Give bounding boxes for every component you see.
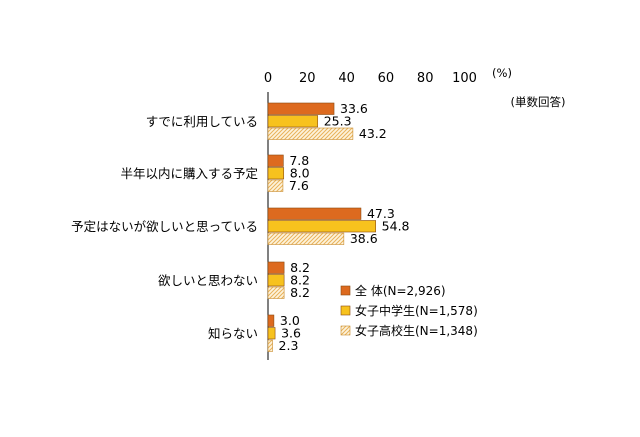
value-label: 3.6: [281, 326, 301, 341]
value-label: 8.2: [290, 260, 310, 275]
bar-2-3: [267, 220, 376, 233]
bar-3-4: [267, 286, 285, 299]
bar-2-1: [267, 115, 319, 128]
bar-1-1: [267, 102, 335, 115]
legend-label: 全 体(N=2,926): [355, 283, 446, 298]
value-label: 7.8: [289, 153, 309, 168]
category-label: 予定はないが欲しいと思っている: [71, 219, 258, 234]
value-label: 54.8: [382, 219, 410, 234]
x-tick-label: 0: [264, 71, 272, 86]
value-label: 8.2: [290, 273, 310, 288]
x-tick-label: 20: [299, 71, 316, 86]
response-note: (単数回答): [511, 95, 566, 109]
legend-label: 女子高校生(N=1,348): [355, 323, 478, 338]
category-label: 知らない: [208, 326, 258, 341]
value-label: 8.2: [290, 285, 310, 300]
bar-1-5: [267, 314, 275, 327]
bar-layer: [267, 102, 376, 352]
bar-1-3: [267, 207, 362, 220]
label-layer: すでに利用している半年以内に購入する予定予定はないが欲しいと思っている欲しいと思…: [71, 101, 409, 353]
bar-3-2: [267, 179, 284, 192]
value-label: 33.6: [340, 101, 368, 116]
value-label: 25.3: [324, 114, 352, 129]
legend-swatch: [340, 285, 351, 296]
category-label: 半年以内に購入する予定: [120, 166, 258, 181]
value-label: 38.6: [350, 231, 378, 246]
value-label: 8.0: [290, 166, 310, 181]
unit-label: (%): [492, 66, 512, 80]
x-tick-label: 40: [338, 71, 355, 86]
legend-swatch: [340, 305, 351, 316]
legend: 全 体(N=2,926) 女子中学生(N=1,578) 女子高校生(N=1,348): [340, 283, 478, 338]
bar-1-2: [267, 154, 284, 167]
bar-3-1: [267, 127, 354, 140]
value-label: 47.3: [367, 206, 395, 221]
bar-2-4: [267, 274, 285, 287]
bar-3-3: [267, 232, 345, 245]
bar-3-5: [267, 339, 273, 352]
x-tick-label: 80: [417, 71, 434, 86]
category-label: 欲しいと思わない: [158, 273, 258, 288]
value-label: 7.6: [289, 178, 309, 193]
x-tick-label: 100: [452, 71, 477, 86]
x-tick-label: 60: [378, 71, 395, 86]
bar-2-2: [267, 167, 285, 180]
category-label: すでに利用している: [146, 114, 258, 129]
legend-swatch: [340, 325, 351, 336]
bar-2-5: [267, 327, 276, 340]
value-label: 43.2: [359, 126, 387, 141]
bar-1-4: [267, 261, 285, 274]
value-label: 2.3: [279, 338, 299, 353]
value-label: 3.0: [280, 313, 300, 328]
legend-label: 女子中学生(N=1,578): [355, 303, 478, 318]
